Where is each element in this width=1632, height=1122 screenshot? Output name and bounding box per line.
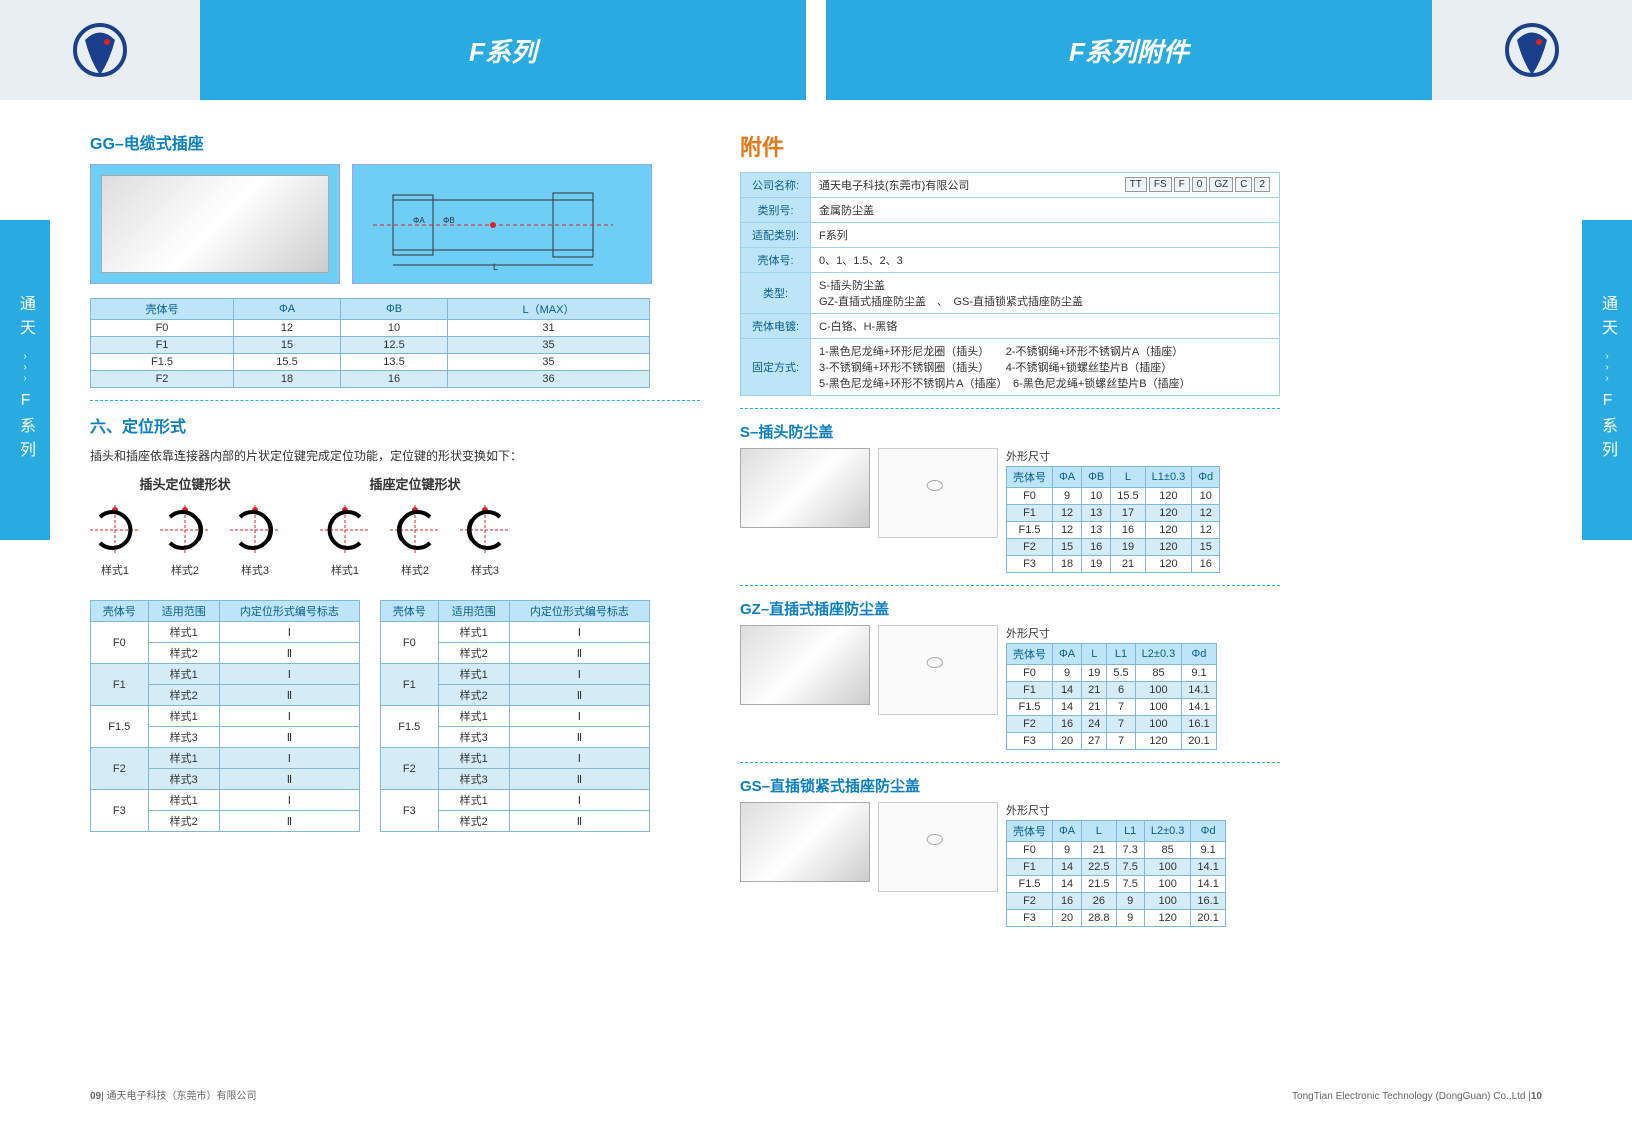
- key-shape: 样式2: [160, 505, 210, 578]
- locating-table-socket: 壳体号适用范围内定位形式编号标志F0样式1Ⅰ样式2ⅡF1样式1Ⅰ样式2ⅡF1.5…: [380, 600, 650, 832]
- key-shape: 样式3: [460, 505, 510, 578]
- svg-text:ΦA: ΦA: [413, 216, 425, 225]
- s-cap-heading: S–插头防尘盖: [740, 421, 1280, 442]
- plug-key-title: 插头定位键形状: [90, 474, 280, 493]
- table-row: F11421610014.1: [1007, 682, 1217, 699]
- table-row: F32027712020.1: [1007, 733, 1217, 750]
- table-row: F1样式1Ⅰ: [381, 664, 650, 685]
- table-row: F0121031: [91, 320, 650, 337]
- s-cap-diagram: [878, 448, 998, 538]
- table-row: F32028.8912020.1: [1007, 910, 1226, 927]
- table-row: F1.51421710014.1: [1007, 699, 1217, 716]
- info-row: 类型:S-插头防尘盖 GZ-直插式插座防尘盖 、 GS-直插锁紧式插座防尘盖: [741, 273, 1280, 314]
- table-row: F11422.57.510014.1: [1007, 859, 1226, 876]
- gs-cap-photo: [740, 802, 870, 882]
- table-row: F0样式1Ⅰ: [381, 622, 650, 643]
- logo-left: [0, 0, 200, 100]
- table-header: ΦB: [341, 299, 448, 320]
- table-row: F21626910016.1: [1007, 893, 1226, 910]
- connector-photo: [101, 175, 329, 273]
- connector-dimension-drawing: ΦA ΦB L: [353, 165, 653, 285]
- table-row: F1.51421.57.510014.1: [1007, 876, 1226, 893]
- accessory-info-table: 公司名称:通天电子科技(东莞市)有限公司TTFSF0GZC2类别号:金属防尘盖适…: [740, 172, 1280, 396]
- key-shape: 样式1: [90, 505, 140, 578]
- info-row: 壳体号:0、1、1.5、2、3: [741, 248, 1280, 273]
- page-left: GG–电缆式插座 ΦA ΦB L 壳体号ΦAΦBL（MAX） F0121031F…: [90, 130, 700, 832]
- gz-cap-table: 壳体号ΦALL1L2±0.3ΦdF09195.5859.1F1142161001…: [1006, 643, 1217, 750]
- table-row: F2样式1Ⅰ: [381, 748, 650, 769]
- page-right: 附件 公司名称:通天电子科技(东莞市)有限公司TTFSF0GZC2类别号:金属防…: [740, 130, 1280, 927]
- table-row: F091015.512010: [1007, 488, 1220, 505]
- key-shape: 样式2: [390, 505, 440, 578]
- table-row: F112131712012: [1007, 505, 1220, 522]
- table-row: F1.5样式1Ⅰ: [381, 706, 650, 727]
- gs-cap-heading: GS–直插锁紧式插座防尘盖: [740, 775, 1280, 796]
- gz-cap-heading: GZ–直插式插座防尘盖: [740, 598, 1280, 619]
- side-tab-right: 通天›››F系列: [1582, 220, 1632, 540]
- table-row: F09195.5859.1: [1007, 665, 1217, 682]
- s-cap-table: 壳体号ΦAΦBLL1±0.3ΦdF091015.512010F112131712…: [1006, 466, 1220, 573]
- gs-cap-table: 壳体号ΦALL1L2±0.3ΦdF09217.3859.1F11422.57.5…: [1006, 820, 1226, 927]
- header-bar: F系列 F系列附件: [0, 0, 1632, 100]
- key-shape: 样式3: [230, 505, 280, 578]
- part-code: TTFSF0GZC2: [1124, 177, 1271, 192]
- locating-desc: 插头和插座依靠连接器内部的片状定位键完成定位功能，定位键的形状变换如下：: [90, 447, 700, 464]
- dim-label-gs: 外形尺寸: [1006, 802, 1226, 818]
- table-row: F21624710016.1: [1007, 716, 1217, 733]
- gg-diagram-box: ΦA ΦB L: [352, 164, 652, 284]
- table-row: F0样式1Ⅰ: [91, 622, 360, 643]
- dim-label-gz: 外形尺寸: [1006, 625, 1217, 641]
- info-row: 公司名称:通天电子科技(东莞市)有限公司TTFSF0GZC2: [741, 173, 1280, 198]
- table-row: F215161912015: [1007, 539, 1220, 556]
- key-shape: 样式1: [320, 505, 370, 578]
- table-row: F318192112016: [1007, 556, 1220, 573]
- info-row: 适配类别:F系列: [741, 223, 1280, 248]
- s-cap-photo: [740, 448, 870, 528]
- info-row: 固定方式:1-黑色尼龙绳+环形尼龙圈（插头） 2-不锈钢绳+环形不锈钢片A（插座…: [741, 339, 1280, 396]
- svg-text:ΦB: ΦB: [443, 216, 455, 225]
- gs-cap-diagram: [878, 802, 998, 892]
- locating-heading: 六、定位形式: [90, 413, 700, 437]
- header-title-right: F系列附件: [826, 0, 1432, 100]
- header-title-left: F系列: [200, 0, 806, 100]
- info-row: 类别号:金属防尘盖: [741, 198, 1280, 223]
- footer-right: TongTian Electronic Technology (DongGuan…: [1292, 1091, 1542, 1102]
- gg-heading: GG–电缆式插座: [90, 130, 700, 154]
- table-row: F3样式1Ⅰ: [381, 790, 650, 811]
- table-row: F11512.535: [91, 337, 650, 354]
- table-header: 壳体号: [91, 299, 234, 320]
- footer-left: 09| 通天电子科技（东莞市）有限公司: [90, 1087, 257, 1102]
- gg-dimension-table: 壳体号ΦAΦBL（MAX） F0121031F11512.535F1.515.5…: [90, 298, 650, 388]
- accessory-heading: 附件: [740, 130, 1280, 162]
- table-row: F1.5样式1Ⅰ: [91, 706, 360, 727]
- key-shapes-row: 插头定位键形状 样式1 样式2 样式3 插座定位键形状 样式1 样式2 样式3: [90, 474, 700, 590]
- table-row: F1.512131612012: [1007, 522, 1220, 539]
- gz-cap-diagram: [878, 625, 998, 715]
- table-row: F1样式1Ⅰ: [91, 664, 360, 685]
- gz-cap-photo: [740, 625, 870, 705]
- table-row: F3样式1Ⅰ: [91, 790, 360, 811]
- logo-right: [1432, 0, 1632, 100]
- gg-photo-box: [90, 164, 340, 284]
- side-tab-left: 通天›››F系列: [0, 220, 50, 540]
- table-header: L（MAX）: [448, 299, 650, 320]
- table-header: ΦA: [234, 299, 341, 320]
- table-row: F1.515.513.535: [91, 354, 650, 371]
- table-row: F2样式1Ⅰ: [91, 748, 360, 769]
- dim-label-s: 外形尺寸: [1006, 448, 1220, 464]
- info-row: 壳体电镀:C-白铬、H-黑铬: [741, 314, 1280, 339]
- table-row: F09217.3859.1: [1007, 842, 1226, 859]
- socket-key-title: 插座定位键形状: [320, 474, 510, 493]
- locating-table-plug: 壳体号适用范围内定位形式编号标志F0样式1Ⅰ样式2ⅡF1样式1Ⅰ样式2ⅡF1.5…: [90, 600, 360, 832]
- svg-text:L: L: [493, 262, 498, 272]
- table-row: F2181636: [91, 371, 650, 388]
